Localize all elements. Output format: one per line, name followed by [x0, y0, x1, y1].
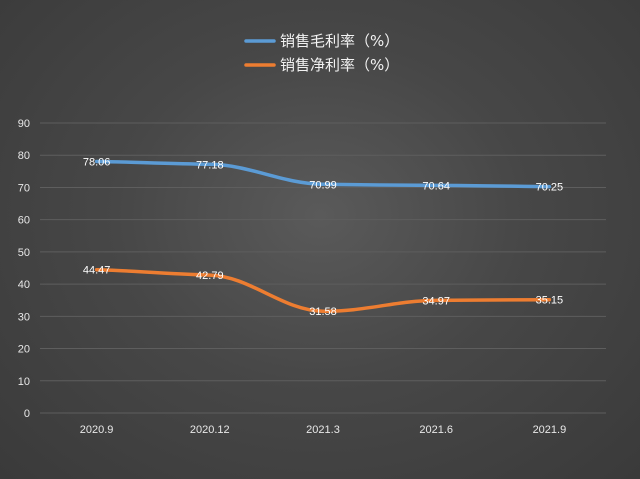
legend-label-net-margin: 销售净利率（%）: [280, 56, 399, 74]
series-lines: [94, 159, 552, 313]
data-label: 35.15: [536, 295, 564, 307]
y-tick-label: 50: [18, 247, 30, 259]
x-tick-label: 2020.12: [190, 424, 230, 436]
data-label: 70.99: [309, 179, 337, 191]
data-label: 70.25: [536, 182, 564, 194]
legend-label-gross-margin: 销售毛利率（%）: [280, 32, 399, 50]
y-tick-label: 90: [18, 118, 30, 130]
x-tick-label: 2021.6: [419, 424, 453, 436]
legend-entry-net-margin: 销售净利率（%）: [244, 56, 399, 74]
legend-entry-gross-margin: 销售毛利率（%）: [244, 32, 399, 50]
y-tick-label: 0: [24, 408, 30, 420]
data-label: 78.06: [83, 156, 111, 168]
y-tick-label: 20: [18, 344, 30, 356]
data-label: 31.58: [309, 306, 337, 318]
data-label: 34.97: [422, 295, 450, 307]
data-label: 44.47: [83, 265, 111, 277]
legend: 销售毛利率（%） 销售净利率（%）: [244, 32, 399, 74]
series-line-0: [94, 159, 552, 189]
data-labels: 78.06 77.18 70.99 70.64 70.25 44.47 42.79 31.58…: [83, 156, 563, 318]
series-line-1: [94, 267, 552, 313]
y-tick-label: 40: [18, 279, 30, 291]
y-tick-label: 80: [18, 150, 30, 162]
data-label: 77.18: [196, 159, 224, 171]
y-axis-ticks: 0 10 20 30 40 50 60 70 80 90: [18, 118, 30, 420]
y-tick-label: 60: [18, 215, 30, 227]
y-tick-label: 70: [18, 182, 30, 194]
x-axis-ticks: 2020.9 2020.12 2021.3 2021.6 2021.9: [80, 424, 566, 436]
x-tick-label: 2021.9: [533, 424, 567, 436]
data-label: 42.79: [196, 270, 224, 282]
x-tick-label: 2020.9: [80, 424, 114, 436]
y-tick-label: 30: [18, 311, 30, 323]
x-tick-label: 2021.3: [306, 424, 340, 436]
data-label: 70.64: [422, 180, 450, 192]
gridlines: [40, 122, 606, 414]
y-tick-label: 10: [18, 376, 30, 388]
